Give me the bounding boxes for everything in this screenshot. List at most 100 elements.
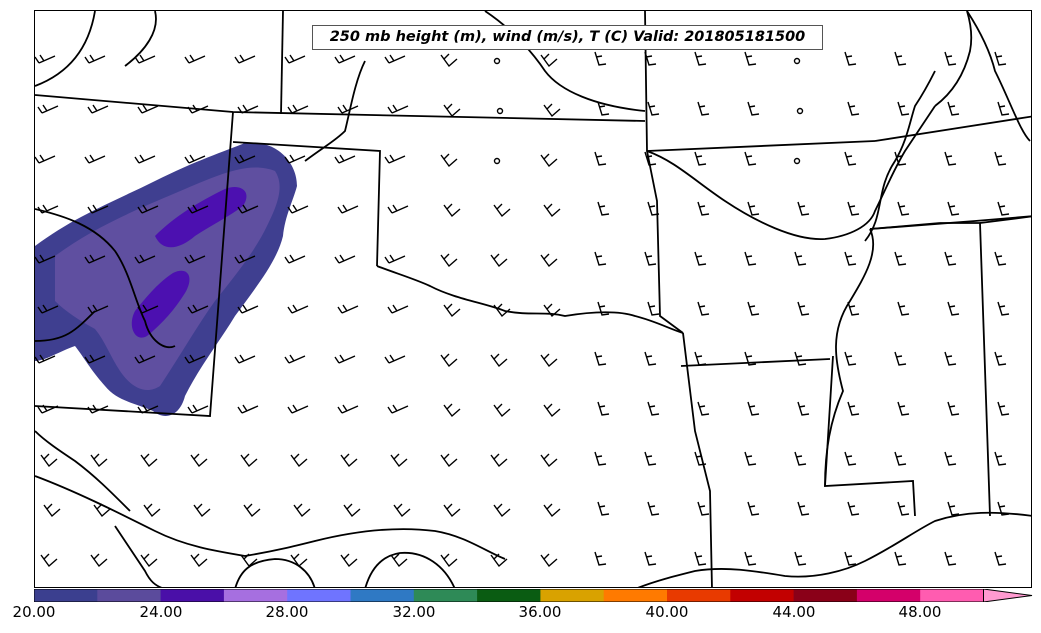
wind-barb xyxy=(443,303,461,318)
state-border-line xyxy=(644,11,684,334)
wind-barb xyxy=(744,151,757,166)
wind-barb xyxy=(897,401,910,416)
wind-barb xyxy=(540,153,558,168)
wind-barb xyxy=(393,503,411,518)
wind-barb xyxy=(894,251,907,266)
shading-core-2 xyxy=(131,270,190,338)
colorbar-label: 36.00 xyxy=(518,603,562,621)
wind-barb xyxy=(334,54,356,64)
colorbar-swatch xyxy=(730,589,795,602)
colorbar-label: 40.00 xyxy=(645,603,689,621)
wind-barb xyxy=(490,553,508,568)
wind-barb xyxy=(387,104,409,114)
wind-barb xyxy=(190,553,208,568)
wind-barb xyxy=(997,101,1010,116)
wind-barb xyxy=(897,101,910,116)
wind-barb xyxy=(847,401,860,416)
wind-barb xyxy=(37,104,59,114)
wind-barb xyxy=(997,401,1010,416)
wind-barb xyxy=(644,51,657,66)
colorbar-swatch xyxy=(793,589,858,602)
wind-barb xyxy=(597,201,610,216)
wind-barb xyxy=(794,551,807,566)
wind-barb xyxy=(894,151,907,166)
colorbar-swatch xyxy=(350,589,415,602)
wind-barb xyxy=(37,204,59,214)
wind-barb xyxy=(797,201,810,216)
wind-barb xyxy=(287,404,309,414)
wind-barb xyxy=(844,451,857,466)
wind-barb xyxy=(644,351,657,366)
wind-barb xyxy=(35,54,56,64)
wind-barb xyxy=(844,51,857,66)
wind-barb xyxy=(140,453,158,468)
wind-barb xyxy=(694,351,707,366)
wind-barb xyxy=(540,453,558,468)
wind-barb xyxy=(440,253,458,268)
wind-barb xyxy=(594,451,607,466)
calm-wind-marker xyxy=(493,157,501,165)
wind-barb xyxy=(187,204,209,214)
coast-line xyxy=(637,511,1031,587)
calm-wind-marker xyxy=(793,57,801,65)
wind-barb xyxy=(594,251,607,266)
wind-barb xyxy=(994,151,1007,166)
wind-barb xyxy=(694,51,707,66)
wind-barb xyxy=(844,351,857,366)
wind-barb xyxy=(747,501,760,516)
wind-barb xyxy=(234,54,256,64)
coast-line xyxy=(114,525,162,587)
wind-barb xyxy=(944,451,957,466)
wind-barb xyxy=(540,53,558,68)
wind-barb xyxy=(644,251,657,266)
wind-barb xyxy=(134,54,156,64)
map-panel: 250 mb height (m), wind (m/s), T (C) Val… xyxy=(34,10,1032,588)
wind-barb xyxy=(384,154,406,164)
wind-barb xyxy=(597,101,610,116)
wind-barb xyxy=(744,551,757,566)
wind-barb xyxy=(337,304,359,314)
river-line xyxy=(934,11,973,107)
wind-barb xyxy=(240,553,258,568)
wind-barb xyxy=(187,304,209,314)
wind-barb xyxy=(543,303,561,318)
wind-barb xyxy=(443,103,461,118)
wind-barb xyxy=(994,451,1007,466)
wind-barb xyxy=(697,101,710,116)
wind-barb xyxy=(697,301,710,316)
wind-barb xyxy=(237,204,259,214)
country-border-line xyxy=(35,310,96,342)
wind-barb xyxy=(84,54,106,64)
wind-barb xyxy=(193,503,211,518)
wind-barb xyxy=(284,254,306,264)
wind-barb xyxy=(443,403,461,418)
wind-barb xyxy=(384,54,406,64)
state-border-line xyxy=(35,94,646,122)
wind-barb xyxy=(694,251,707,266)
wind-barb xyxy=(443,203,461,218)
wind-barb xyxy=(994,351,1007,366)
wind-barb xyxy=(897,301,910,316)
wind-barb xyxy=(994,251,1007,266)
wind-barb xyxy=(647,401,660,416)
wind-barb xyxy=(594,51,607,66)
state-border-line xyxy=(874,115,1031,142)
wind-barb xyxy=(694,151,707,166)
colorbar xyxy=(33,587,1034,603)
river-line xyxy=(35,430,131,512)
wind-barb xyxy=(240,453,258,468)
wind-barb xyxy=(237,304,259,314)
wind-barb xyxy=(287,304,309,314)
calm-wind-marker xyxy=(493,57,501,65)
wind-barb xyxy=(894,451,907,466)
wind-barb xyxy=(340,553,358,568)
wind-barb xyxy=(493,503,511,518)
wind-barb xyxy=(947,501,960,516)
wind-barb xyxy=(134,354,156,364)
wind-barb xyxy=(744,51,757,66)
coast-line xyxy=(364,552,456,587)
colorbar-swatch xyxy=(540,589,605,602)
wind-barb xyxy=(187,104,209,114)
colorbar-swatch xyxy=(920,589,984,602)
wind-barb xyxy=(490,453,508,468)
